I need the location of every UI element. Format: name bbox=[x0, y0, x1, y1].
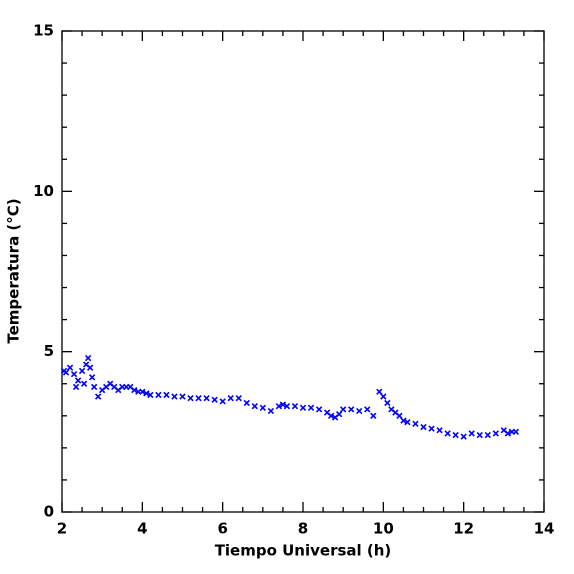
data-point bbox=[88, 374, 96, 381]
data-point bbox=[74, 377, 82, 384]
data-point bbox=[62, 369, 70, 376]
y-tick-label: 5 bbox=[44, 342, 54, 360]
y-tick-label: 15 bbox=[33, 22, 54, 40]
data-point bbox=[452, 431, 459, 439]
x-tick-label: 8 bbox=[298, 520, 308, 538]
data-point bbox=[203, 394, 210, 402]
data-point bbox=[492, 430, 499, 437]
data-point bbox=[70, 370, 78, 378]
data-point bbox=[171, 393, 178, 400]
data-point bbox=[380, 393, 387, 400]
data-point bbox=[139, 388, 146, 395]
data-point bbox=[468, 430, 475, 437]
x-tick-label: 14 bbox=[534, 520, 555, 538]
x-tick-label: 4 bbox=[137, 520, 147, 538]
data-point bbox=[370, 412, 377, 419]
data-point bbox=[476, 431, 483, 439]
data-point bbox=[307, 404, 315, 411]
y-tick-label: 0 bbox=[44, 503, 54, 521]
data-point bbox=[444, 430, 451, 437]
data-point bbox=[291, 403, 299, 410]
data-point bbox=[80, 380, 88, 387]
data-point bbox=[428, 425, 435, 432]
data-point bbox=[376, 388, 383, 395]
data-point bbox=[348, 406, 355, 413]
data-point bbox=[163, 391, 170, 399]
data-point bbox=[147, 391, 154, 399]
data-point bbox=[275, 403, 283, 410]
data-point bbox=[251, 403, 258, 410]
data-point bbox=[211, 396, 218, 403]
data-point bbox=[364, 406, 371, 413]
x-tick-label: 10 bbox=[373, 520, 394, 538]
data-point bbox=[227, 394, 234, 402]
y-axis-title: Temperatura (°C) bbox=[5, 198, 23, 343]
data-point bbox=[315, 406, 323, 413]
data-point bbox=[259, 404, 266, 411]
data-point bbox=[484, 431, 491, 439]
data-point bbox=[404, 419, 411, 426]
data-point bbox=[504, 430, 512, 437]
data-point bbox=[384, 399, 391, 407]
data-point bbox=[396, 412, 403, 419]
data-point bbox=[219, 398, 226, 405]
data-point bbox=[66, 364, 74, 371]
data-point bbox=[512, 428, 520, 435]
data-point bbox=[299, 404, 307, 411]
y-tick-label: 10 bbox=[33, 182, 54, 200]
data-point bbox=[72, 383, 80, 391]
data-point bbox=[412, 420, 419, 427]
data-point bbox=[94, 393, 102, 400]
data-point bbox=[187, 394, 194, 402]
data-point bbox=[460, 433, 467, 440]
data-point bbox=[86, 364, 94, 371]
x-tick-label: 12 bbox=[453, 520, 474, 538]
data-point bbox=[179, 393, 186, 400]
data-point bbox=[335, 411, 343, 418]
data-point bbox=[283, 403, 291, 410]
data-point bbox=[327, 412, 335, 419]
data-point bbox=[195, 394, 202, 402]
data-point bbox=[84, 354, 92, 362]
x-tick-label: 6 bbox=[217, 520, 227, 538]
plot-frame bbox=[61, 30, 545, 513]
data-point bbox=[400, 417, 407, 424]
data-point bbox=[436, 427, 443, 434]
data-point bbox=[143, 390, 150, 397]
data-point bbox=[131, 386, 138, 394]
data-point bbox=[340, 406, 347, 413]
data-point bbox=[78, 367, 86, 375]
data-point bbox=[243, 399, 250, 407]
data-point bbox=[267, 407, 275, 415]
data-point bbox=[155, 391, 162, 399]
x-axis-title: Tiempo Universal (h) bbox=[215, 542, 392, 560]
x-tick-label: 2 bbox=[57, 520, 67, 538]
data-point bbox=[235, 394, 242, 402]
data-point bbox=[90, 383, 98, 391]
data-point bbox=[356, 407, 363, 415]
data-point bbox=[420, 423, 427, 431]
data-point bbox=[279, 401, 287, 408]
